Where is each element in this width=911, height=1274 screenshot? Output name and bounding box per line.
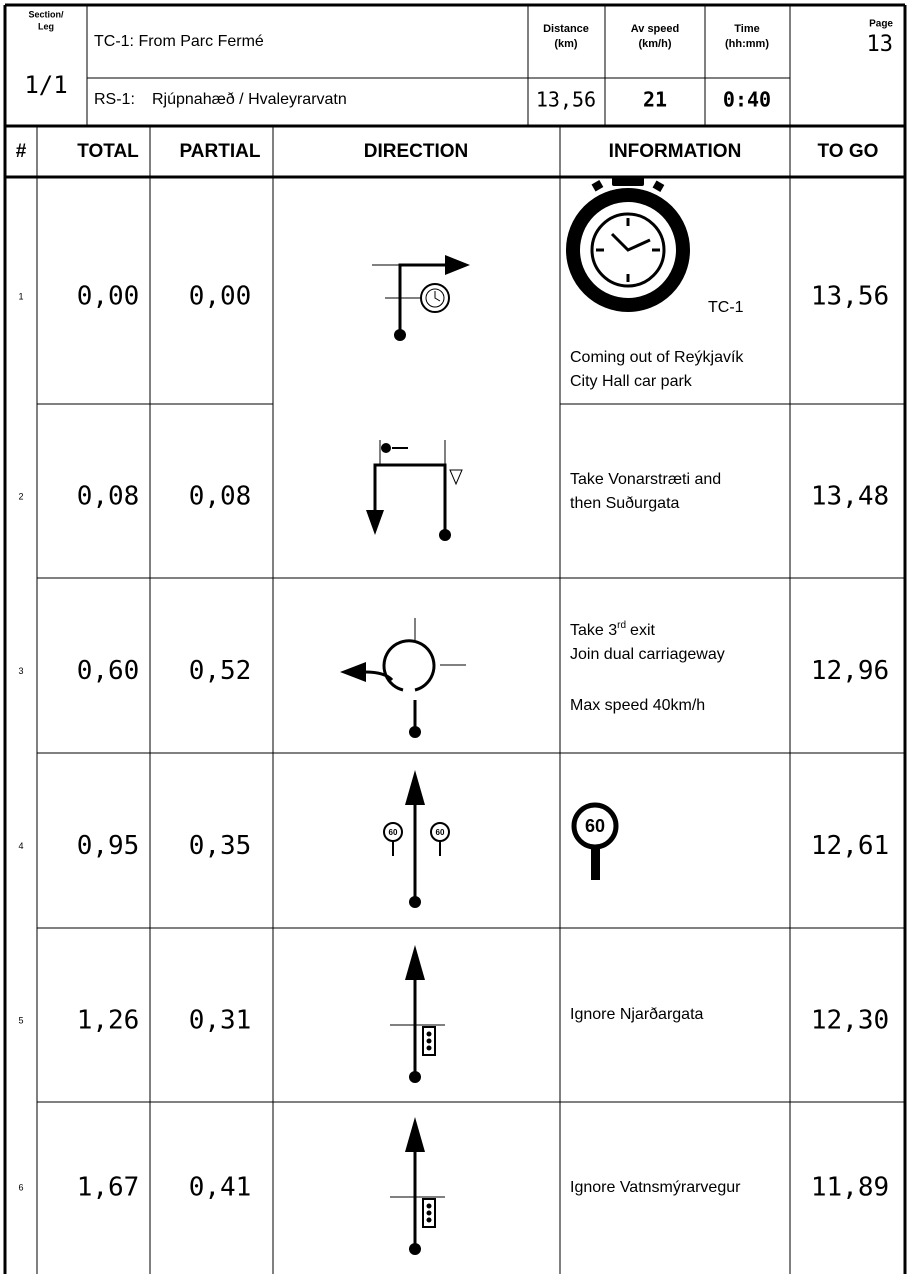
distance: 13,56 (536, 88, 596, 112)
to-go: 13,56 (811, 282, 889, 312)
time: 0:40 (723, 88, 771, 112)
info-line: City Hall car park (570, 373, 693, 390)
page: 13 (867, 32, 894, 57)
tulip (366, 440, 463, 541)
label: Av speed (631, 23, 680, 35)
speed-sign: 60 (571, 802, 619, 880)
label: (hh:mm) (725, 38, 769, 50)
total: 0,00 (77, 282, 140, 312)
to-go: 11,89 (811, 1173, 889, 1203)
to-go: 12,96 (811, 656, 889, 686)
to-go: 12,61 (811, 831, 889, 861)
column-header: INFORMATION (609, 141, 742, 162)
info-line: then Suðurgata (570, 495, 680, 512)
info-line: Max speed 40km/h (570, 697, 705, 714)
partial: 0,35 (189, 831, 252, 861)
sign-text: 60 (389, 828, 398, 837)
sign-text: 60 (436, 828, 445, 837)
row-number: 5 (18, 1015, 23, 1025)
total: 1,26 (77, 1006, 140, 1036)
row-number: 4 (18, 841, 23, 851)
label: (km) (554, 38, 578, 50)
info-line: Take Vonarstræti and (570, 471, 721, 488)
tc-clock (566, 176, 690, 312)
column-header: DIRECTION (364, 141, 469, 162)
row-number: 1 (18, 291, 23, 301)
total: 0,08 (77, 482, 140, 512)
column-header: TOTAL (77, 141, 139, 162)
label: Distance (543, 23, 589, 35)
sign-text: 60 (585, 816, 605, 836)
partial: 0,41 (189, 1173, 252, 1203)
tc: TC-1: From Parc Fermé (94, 33, 264, 50)
row-number: 3 (18, 666, 23, 676)
label: Time (734, 23, 759, 35)
info-line: Ignore Vatnsmýrarvegur (570, 1179, 741, 1196)
row-number: 2 (18, 491, 23, 501)
speed: 21 (643, 88, 667, 112)
info-line: Ignore Njarðargata (570, 1006, 704, 1023)
info-text: exit (630, 622, 655, 639)
rs-label: RS-1: (94, 91, 135, 108)
total: 0,95 (77, 831, 140, 861)
tulip (390, 945, 445, 1083)
tulip (390, 1117, 445, 1255)
info-text: Take 3 (570, 622, 617, 639)
info-line: Take 3rd exit (570, 620, 656, 640)
rs: Rjúpnahæð / Hvaleyrarvatn (152, 91, 347, 108)
partial: 0,31 (189, 1006, 252, 1036)
total: 0,60 (77, 656, 140, 686)
header-lines (5, 5, 905, 1274)
partial: 0,00 (189, 282, 252, 312)
info-sup: rd (617, 620, 626, 631)
partial: 0,52 (189, 656, 252, 686)
label: Leg (38, 21, 54, 31)
row-number: 6 (18, 1182, 23, 1192)
info-line: Join dual carriageway (570, 646, 725, 663)
section: 1/1 (24, 71, 67, 99)
to-go: 13,48 (811, 482, 889, 512)
label: (km/h) (639, 38, 672, 50)
partial: 0,08 (189, 482, 252, 512)
column-header: PARTIAL (180, 141, 261, 162)
tulip: 60 60 (383, 770, 450, 908)
tulip (372, 255, 470, 341)
tulip (340, 618, 466, 738)
total: 1,67 (77, 1173, 140, 1203)
label: Section/ (28, 9, 64, 19)
info-line: Coming out of Reýkjavík (570, 349, 744, 366)
to-go: 12,30 (811, 1006, 889, 1036)
column-header: # (16, 141, 27, 162)
label: Page (869, 19, 893, 30)
icon-label: TC-1 (708, 299, 744, 316)
column-header: TO GO (818, 141, 879, 162)
